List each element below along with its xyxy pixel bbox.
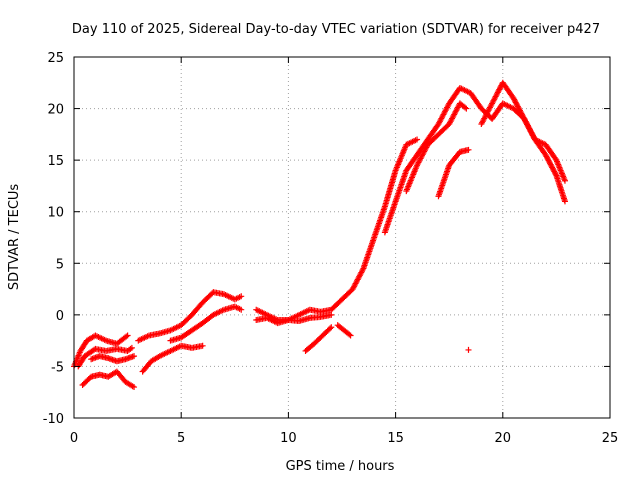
data-point [463,105,470,112]
data-point [199,342,206,349]
x-tick-label: 15 [387,431,404,446]
data-point [462,104,469,111]
y-tick-label: -5 [51,360,64,375]
data-point [238,293,245,300]
data-point [328,324,335,331]
x-tick-label: 5 [177,431,185,446]
data-point [124,332,131,339]
data-point [327,325,334,332]
data-point [238,306,245,313]
x-tick-label: 0 [70,431,78,446]
y-tick-label: 20 [47,103,64,118]
x-tick-label: 25 [602,431,619,446]
data-point [128,344,135,351]
y-tick-label: 15 [47,154,64,169]
grid [74,57,610,418]
data-point [414,136,421,143]
y-axis-title: SDTVAR / TECUs [7,184,22,291]
data-point [123,333,130,340]
data-point [561,198,568,205]
y-tick-label: -10 [43,412,64,427]
data-point [328,311,335,318]
x-tick-label: 10 [280,431,297,446]
data-point [359,266,366,273]
y-tick-label: 25 [47,51,64,66]
data-point [346,331,353,338]
data-point [347,332,354,339]
data-point [131,353,138,360]
x-tick-label: 20 [495,431,512,446]
axis-ticks: 0 5 10 15 20 25 -10 -5 0 5 10 15 20 25 [43,51,619,446]
data-point [561,177,568,184]
chart-title: Day 110 of 2025, Sidereal Day-to-day VTE… [72,22,600,37]
x-axis-title: GPS time / hours [286,459,395,474]
y-tick-label: 10 [47,206,64,221]
plot-frame [73,56,611,419]
y-tick-label: 0 [56,309,64,324]
data-point [465,146,472,153]
data-point [552,171,559,178]
data-point [131,384,138,391]
y-tick-label: 5 [56,257,64,272]
data-points [71,79,568,391]
data-point [465,346,472,353]
